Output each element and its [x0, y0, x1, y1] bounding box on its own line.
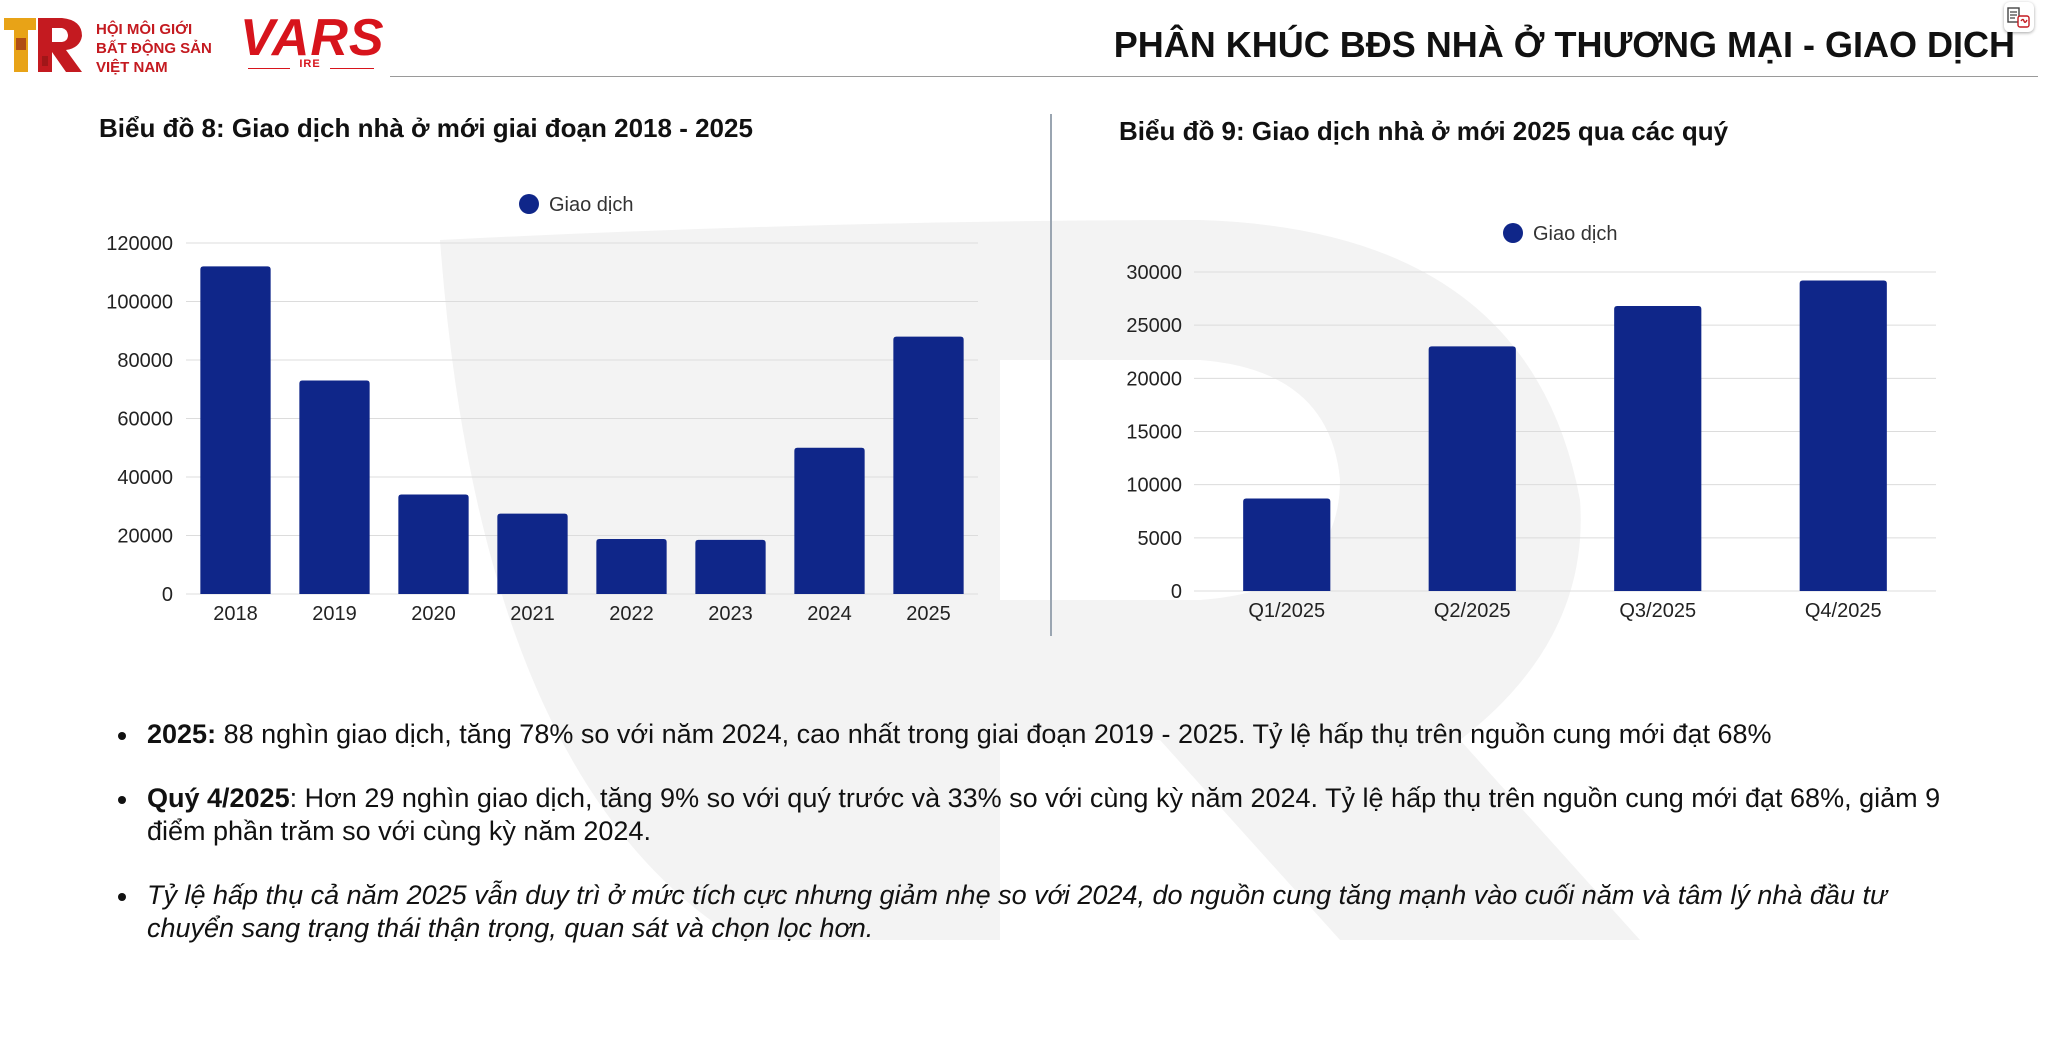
- x-tick-label: Q3/2025: [1619, 600, 1696, 622]
- chart-9: 0 5000 10000 15000 20000 25000 30000 Q1/2025 Q2/…: [1126, 223, 1936, 622]
- x-tick-label: 2024: [807, 603, 852, 625]
- bar: [893, 336, 964, 594]
- header-divider: [390, 76, 2038, 77]
- header: HỘI MÔI GIỚI BẤT ĐỘNG SẢN VIỆT NAM VARS …: [0, 0, 2048, 78]
- legend-marker: [1503, 223, 1523, 243]
- chart-9-title: Biểu đồ 9: Giao dịch nhà ở mới 2025 qua …: [1119, 116, 1729, 146]
- y-tick-label: 80000: [117, 350, 173, 372]
- bar: [794, 447, 865, 594]
- bullet-item: Tỷ lệ hấp thụ cả năm 2025 vẫn duy trì ở …: [112, 879, 1952, 945]
- bar: [1614, 306, 1702, 591]
- org-name: HỘI MÔI GIỚI BẤT ĐỘNG SẢN VIỆT NAM: [96, 20, 212, 77]
- x-tick-label: 2023: [708, 603, 753, 625]
- bar: [497, 513, 568, 594]
- y-tick-label: 25000: [1126, 315, 1182, 337]
- x-tick-label: 2025: [906, 603, 951, 625]
- org-name-line: BẤT ĐỘNG SẢN: [96, 40, 212, 57]
- watermark-logo: [440, 220, 1640, 940]
- legend-label: Giao dịch: [549, 194, 634, 216]
- x-tick-label: 2022: [609, 603, 654, 625]
- y-tick-label: 0: [1171, 581, 1182, 603]
- y-tick-label: 40000: [117, 467, 173, 489]
- y-tick-label: 20000: [117, 526, 173, 548]
- vr-logo-icon: [4, 18, 82, 72]
- bullet-lead: Quý 4/2025: [147, 783, 290, 813]
- bar: [299, 380, 370, 594]
- y-tick-label: 20000: [1126, 368, 1182, 390]
- page-title: PHÂN KHÚC BĐS NHÀ Ở THƯƠNG MẠI - GIAO DỊ…: [1113, 24, 2015, 65]
- bullet-item: 2025: 88 nghìn giao dịch, tăng 78% so vớ…: [112, 718, 1952, 751]
- chart-8-title: Biểu đồ 8: Giao dịch nhà ở mới giai đoạn…: [99, 113, 753, 143]
- org-name-line: VIỆT NAM: [96, 59, 168, 76]
- chart-divider: [1050, 114, 1052, 636]
- y-tick-label: 15000: [1126, 422, 1182, 444]
- bullet-text: Tỷ lệ hấp thụ cả năm 2025 vẫn duy trì ở …: [147, 880, 1888, 943]
- bar: [1799, 280, 1887, 591]
- y-tick-label: 30000: [1126, 262, 1182, 284]
- legend-label: Giao dịch: [1533, 223, 1618, 245]
- bullet-item: Quý 4/2025: Hơn 29 nghìn giao dịch, tăng…: [112, 782, 1952, 848]
- y-tick-label: 120000: [106, 233, 173, 255]
- x-tick-label: Q2/2025: [1434, 600, 1511, 622]
- key-findings-list: 2025: 88 nghìn giao dịch, tăng 78% so vớ…: [112, 718, 1952, 976]
- bullet-text: 88 nghìn giao dịch, tăng 78% so với năm …: [216, 719, 1772, 749]
- x-tick-label: 2018: [213, 603, 258, 625]
- x-tick-label: 2021: [510, 603, 555, 625]
- bar: [596, 539, 667, 594]
- bar: [695, 539, 766, 594]
- bar: [398, 494, 469, 594]
- bar: [1428, 346, 1516, 591]
- watermark-shape: [440, 220, 1640, 940]
- legend-marker: [519, 194, 539, 214]
- pdf-export-icon: [2007, 7, 2030, 28]
- pdf-export-button[interactable]: [2004, 2, 2034, 32]
- y-tick-label: 0: [162, 584, 173, 606]
- brand-subtitle: IRE: [290, 58, 330, 70]
- bullet-lead: 2025:: [147, 719, 217, 749]
- x-tick-label: 2019: [312, 603, 357, 625]
- x-tick-label: Q4/2025: [1805, 600, 1882, 622]
- brand-wordmark: VARS: [240, 9, 385, 67]
- org-name-line: HỘI MÔI GIỚI: [96, 21, 193, 38]
- chart-8: 0 20000 40000 60000 80000 100000 120000 2018 201…: [106, 194, 978, 625]
- bar: [1243, 498, 1331, 591]
- bar: [200, 266, 271, 594]
- y-tick-label: 100000: [106, 292, 173, 314]
- x-tick-label: Q1/2025: [1248, 600, 1325, 622]
- x-tick-label: 2020: [411, 603, 456, 625]
- y-tick-label: 60000: [117, 409, 173, 431]
- y-tick-label: 5000: [1138, 528, 1183, 550]
- bullet-text: : Hơn 29 nghìn giao dịch, tăng 9% so với…: [147, 783, 1941, 846]
- y-tick-label: 10000: [1126, 475, 1182, 497]
